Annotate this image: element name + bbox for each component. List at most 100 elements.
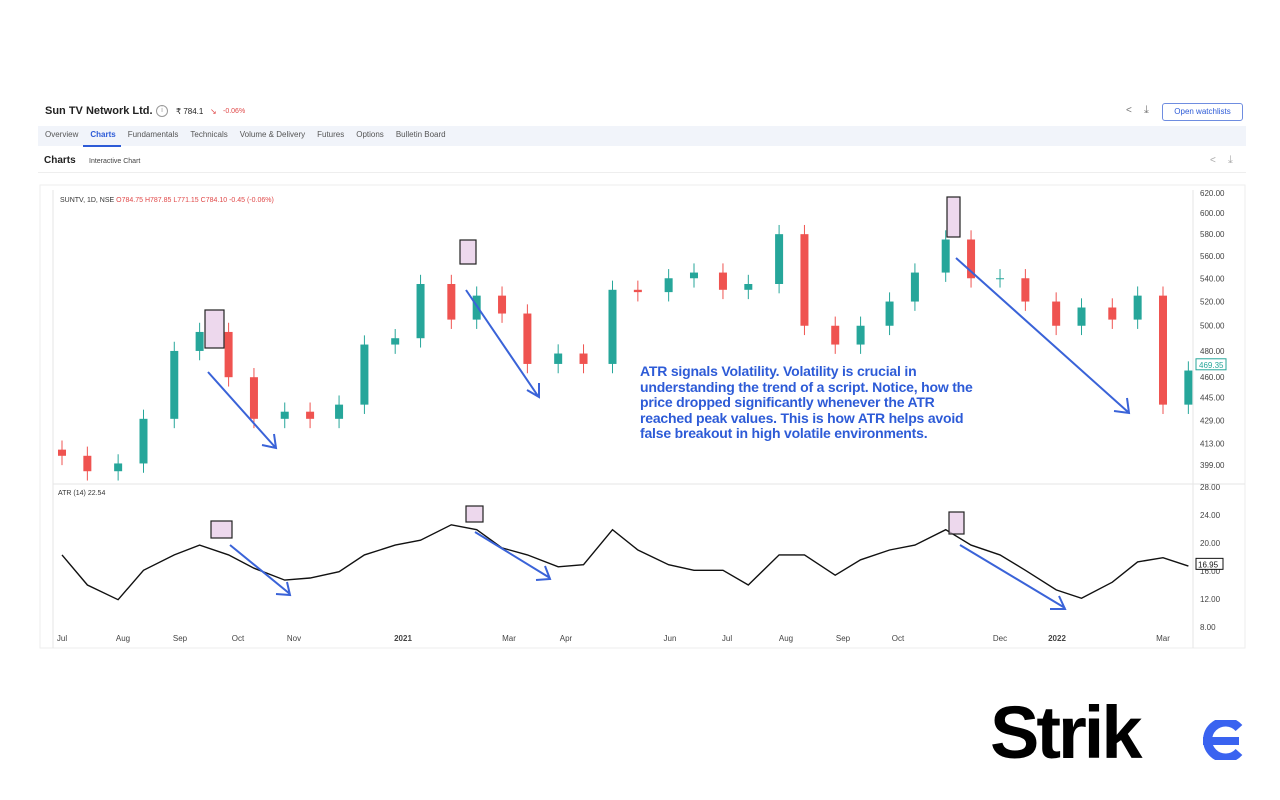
price-tick-label: 413.00 <box>1200 440 1225 449</box>
arrow-down <box>229 544 292 597</box>
tab-interactive-chart[interactable]: Interactive Chart <box>89 158 141 165</box>
time-tick-label: Jul <box>722 634 732 643</box>
time-tick-label: Apr <box>560 634 573 643</box>
tab-volume-delivery[interactable]: Volume & Delivery <box>239 130 306 139</box>
tab-fundamentals[interactable]: Fundamentals <box>127 130 179 139</box>
tab-technicals[interactable]: Technicals <box>190 130 228 139</box>
last-price-label: 469.35 <box>1199 361 1224 370</box>
candle <box>472 286 481 329</box>
candle <box>831 316 840 354</box>
candle <box>718 263 727 300</box>
arrow-down <box>955 257 1131 415</box>
open-watchlists-button[interactable]: Open watchlists <box>1162 103 1243 121</box>
candle <box>689 263 698 288</box>
candle <box>885 292 894 336</box>
candle <box>633 280 642 302</box>
candle <box>83 446 92 481</box>
download-icon[interactable]: ⤓ <box>1144 104 1149 116</box>
atr-peak-highlight <box>210 520 233 539</box>
candle <box>664 269 673 302</box>
time-tick-label: Dec <box>993 634 1007 643</box>
arrow-down <box>959 544 1067 610</box>
candle <box>280 402 289 429</box>
candle <box>996 269 1005 288</box>
time-tick-label: Sep <box>173 634 188 643</box>
share-icon[interactable]: < <box>1126 105 1132 116</box>
candle <box>910 263 919 311</box>
download-icon[interactable]: ⤓ <box>1228 154 1233 166</box>
change-value: -0.45 (-0.06%) <box>229 197 274 204</box>
atr-peak-highlight <box>948 511 965 535</box>
strike-logo: Strik <box>990 691 1143 774</box>
time-tick-label: Mar <box>502 634 516 643</box>
peak-highlight <box>459 239 477 265</box>
time-tick-label: Jul <box>57 634 67 643</box>
candle <box>170 341 179 429</box>
stock-title: Sun TV Network Ltd. <box>45 105 153 117</box>
tab-bulletin-board[interactable]: Bulletin Board <box>395 130 446 139</box>
atr-tick-label: 28.00 <box>1200 483 1221 492</box>
candle <box>608 280 617 374</box>
candle <box>856 316 865 354</box>
tab-futures[interactable]: Futures <box>317 130 345 139</box>
section-title: Charts <box>44 155 76 166</box>
arrow-down <box>474 531 552 581</box>
annotation-text: ATR signals Volatility. Volatility is cr… <box>640 363 973 441</box>
candle <box>1021 269 1030 311</box>
candle <box>554 344 563 374</box>
candle <box>58 440 66 466</box>
candle <box>139 409 148 473</box>
price-tick-label: 429.00 <box>1200 416 1225 425</box>
info-icon[interactable]: i <box>156 105 168 117</box>
candle <box>498 286 507 323</box>
time-tick-label: Mar <box>1156 634 1170 643</box>
candle <box>195 322 204 361</box>
candle <box>335 395 344 429</box>
candle <box>224 322 233 387</box>
price-tick-label: 540.00 <box>1200 274 1225 283</box>
candle <box>1184 361 1193 414</box>
tab-options[interactable]: Options <box>356 130 384 139</box>
time-tick-label: Oct <box>232 634 245 643</box>
atr-legend: ATR (14) 22.54 <box>58 490 106 497</box>
close-value: C784.10 <box>200 197 228 204</box>
price-tick-label: 399.00 <box>1200 461 1225 470</box>
candle <box>416 274 425 348</box>
open-value: O784.75 <box>116 197 144 204</box>
ohlc-legend: SUNTV, 1D, NSE O784.75 H787.85 L771.15 C… <box>60 197 274 204</box>
stock-header: Sun TV Network Ltd. i ₹ 784.1 ↘ -0.06% <… <box>38 100 1246 124</box>
tab-charts[interactable]: Charts <box>83 126 121 147</box>
logo-e-mark <box>1203 720 1243 760</box>
price-tick-label: 445.00 <box>1200 394 1225 403</box>
candle <box>967 230 976 288</box>
price-tick-label: 560.00 <box>1200 252 1225 261</box>
price-tick-label: 620.00 <box>1200 189 1225 198</box>
arrow-down <box>465 289 540 399</box>
share-icon[interactable]: < <box>1210 155 1216 166</box>
candle <box>1052 292 1061 336</box>
candle <box>306 402 315 429</box>
candle <box>579 344 588 374</box>
symbol-label: SUNTV, 1D, NSE <box>60 197 115 204</box>
time-tick-label: Nov <box>287 634 301 643</box>
time-tick-label: Aug <box>116 634 130 643</box>
tab-overview[interactable]: Overview <box>45 130 79 139</box>
atr-tick-label: 8.00 <box>1200 623 1216 632</box>
price-tick-label: 500.00 <box>1200 322 1225 331</box>
price-tick-label: 580.00 <box>1200 230 1225 239</box>
candle <box>523 304 532 374</box>
atr-tick-label: 20.00 <box>1200 539 1221 548</box>
price-change: -0.06% <box>223 108 246 115</box>
peak-highlight <box>204 309 225 349</box>
candle <box>941 230 950 282</box>
stock-price: ₹ 784.1 <box>176 107 204 116</box>
atr-tick-label: 24.00 <box>1200 511 1221 520</box>
low-value: L771.15 <box>173 197 199 204</box>
arrow-down <box>207 371 278 450</box>
candle <box>775 224 784 294</box>
time-tick-label: Oct <box>892 634 905 643</box>
price-tick-label: 520.00 <box>1200 298 1225 307</box>
atr-tick-label: 12.00 <box>1200 595 1221 604</box>
candle <box>1077 298 1086 336</box>
